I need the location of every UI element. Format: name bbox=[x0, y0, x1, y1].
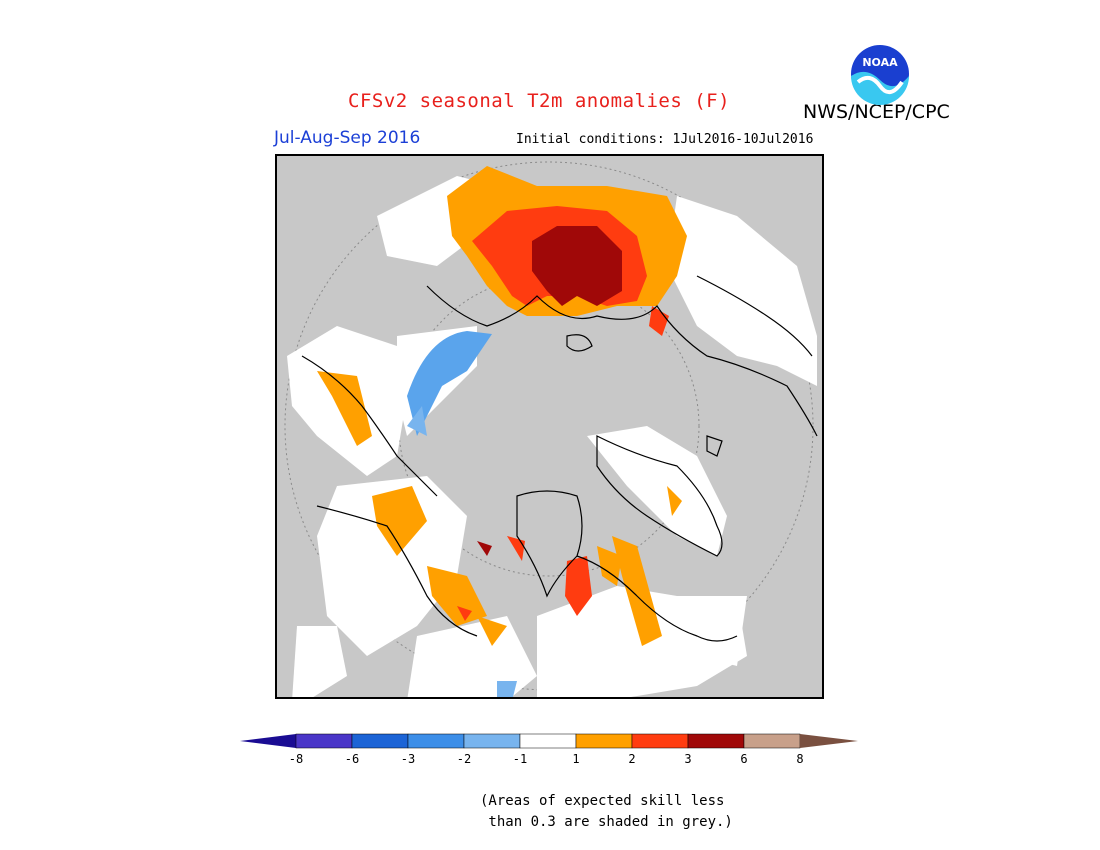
colorbar-swatch bbox=[575, 733, 633, 749]
colorbar-tick: -1 bbox=[513, 752, 527, 766]
colorbar-high-triangle bbox=[800, 734, 858, 748]
colorbar-swatch bbox=[351, 733, 409, 749]
colorbar-swatch bbox=[743, 733, 801, 749]
warm-anomaly-3-region bbox=[532, 226, 622, 306]
colorbar-tick: -2 bbox=[457, 752, 471, 766]
colorbar-swatch bbox=[407, 733, 465, 749]
colorbar-tick: -8 bbox=[289, 752, 303, 766]
org-label: NWS/NCEP/CPC bbox=[803, 101, 950, 123]
skill-note-line2: than 0.3 are shaded in grey.) bbox=[480, 814, 733, 830]
season-label: Jul-Aug-Sep 2016 bbox=[274, 128, 421, 148]
skill-note: (Areas of expected skill less than 0.3 a… bbox=[480, 791, 733, 833]
colorbar-swatch bbox=[631, 733, 689, 749]
colorbar-tick: -6 bbox=[345, 752, 359, 766]
colorbar-swatch bbox=[519, 733, 577, 749]
colorbar-tick: 2 bbox=[628, 752, 635, 766]
colorbar-low-triangle bbox=[240, 734, 296, 748]
colorbar-tick: 6 bbox=[740, 752, 747, 766]
noaa-logo-icon: NOAA bbox=[848, 42, 912, 110]
colorbar-tick: 8 bbox=[796, 752, 803, 766]
coastlines bbox=[301, 275, 818, 642]
colorbar-swatch bbox=[687, 733, 745, 749]
colorbar-swatch bbox=[295, 733, 353, 749]
colorbar-tick: 3 bbox=[684, 752, 691, 766]
polar-map bbox=[284, 161, 818, 697]
noaa-logo-text: NOAA bbox=[862, 56, 898, 69]
map-panel bbox=[275, 154, 824, 699]
skill-note-line1: (Areas of expected skill less bbox=[480, 793, 725, 809]
colorbar-swatch bbox=[463, 733, 521, 749]
cool-anomaly-region bbox=[407, 331, 492, 436]
colorbar: -8 -6 -3 -2 -1 1 2 3 6 8 bbox=[240, 733, 860, 777]
colorbar-tick: 1 bbox=[572, 752, 579, 766]
chart-title: CFSv2 seasonal T2m anomalies (F) bbox=[348, 90, 731, 112]
colorbar-tick: -3 bbox=[401, 752, 415, 766]
map-boundary-circle bbox=[284, 161, 814, 691]
initial-conditions-label: Initial conditions: 1Jul2016-10Jul2016 bbox=[516, 132, 814, 147]
